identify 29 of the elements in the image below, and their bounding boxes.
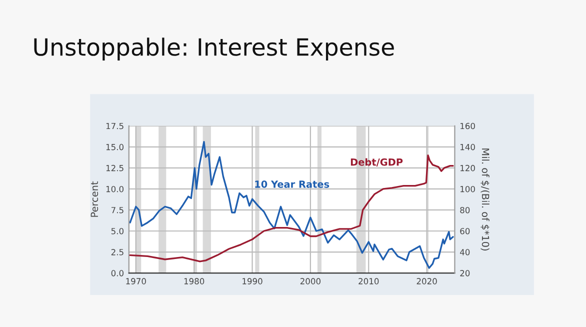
y2-tick-label: 80 — [460, 206, 470, 214]
y-tick-label: 17.5 — [106, 122, 124, 130]
y-tick-label: 7.5 — [111, 207, 124, 214]
y2-tick-label: 100 — [460, 186, 475, 192]
y2-tick-label: 140 — [460, 144, 475, 150]
y2-tick-label: 20 — [460, 270, 470, 276]
x-tick-label: 1980 — [184, 278, 204, 284]
x-tick-label: 2020 — [416, 278, 437, 284]
chart-title: Unstoppable: Interest Expense — [34, 38, 394, 60]
y2-tick-label: 40 — [460, 249, 470, 256]
y2-tick-label: 60 — [460, 228, 470, 234]
series-label: 10 Year Rates — [255, 180, 330, 188]
line-series — [129, 154, 454, 262]
y2-tick-label: 160 — [460, 122, 475, 130]
x-tick-label: 2000 — [300, 278, 320, 284]
line-series — [129, 141, 454, 269]
y-tick-label: 12.5 — [106, 164, 124, 172]
series-label: Debt/GDP — [350, 158, 403, 167]
y-axis-title: Percent — [90, 181, 98, 217]
y2-tick-label: 120 — [460, 164, 475, 172]
x-tick-label: 1970 — [126, 278, 146, 284]
y-tick-label: 0.0 — [111, 270, 124, 276]
y2-axis-title: Mil. of $/(Bil. of $*10) — [480, 148, 490, 250]
y-tick-label: 5.0 — [111, 228, 124, 234]
x-tick-label: 2010 — [358, 278, 379, 284]
y-tick-label: 15.0 — [106, 144, 124, 150]
y-tick-label: 10.0 — [106, 186, 124, 192]
y-tick-label: 2.5 — [111, 249, 124, 256]
x-tick-label: 1990 — [242, 278, 262, 284]
